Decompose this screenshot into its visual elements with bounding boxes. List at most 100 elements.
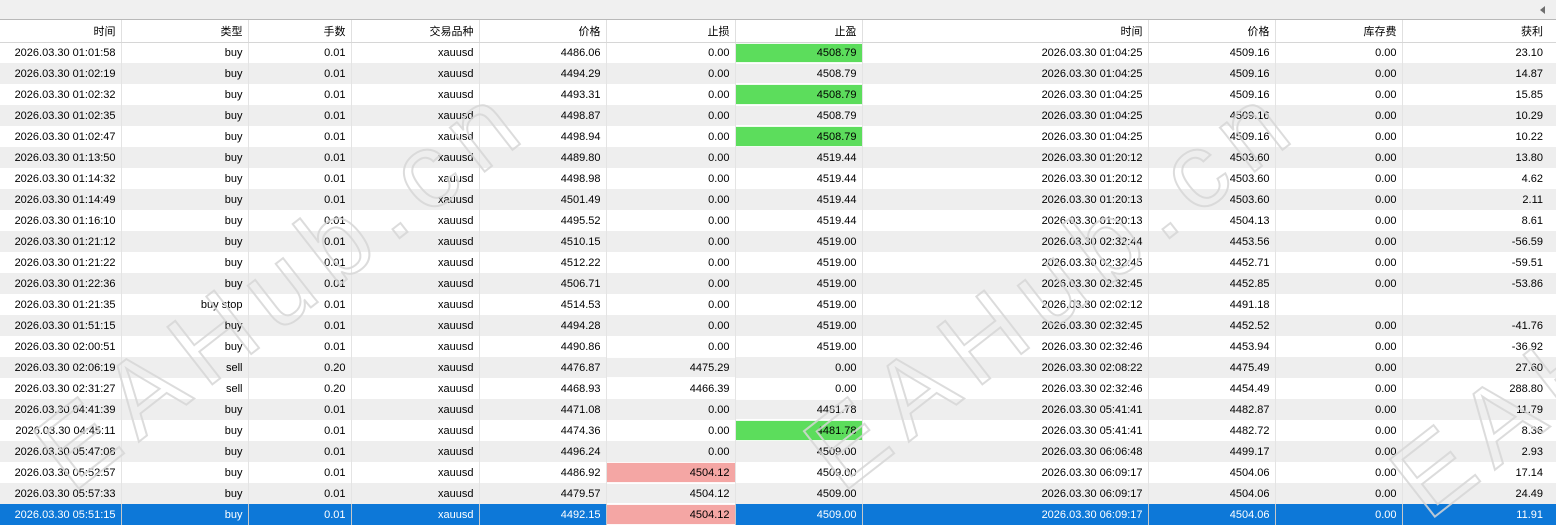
table-row[interactable]: 2026.03.30 02:00:51 buy 0.01 xauusd 4490.86 0… <box>0 336 1556 357</box>
column-header-close_time[interactable]: 时间 <box>862 20 1149 43</box>
cell-tp: 4509.00 <box>735 441 863 462</box>
table-row[interactable]: 2026.03.30 01:51:15 buy 0.01 xauusd 4494.28 0… <box>0 315 1556 336</box>
table-row[interactable]: 2026.03.30 01:02:47 buy 0.01 xauusd 4498.94 0… <box>0 126 1556 147</box>
cell-open_price: 4471.08 <box>479 399 607 420</box>
column-header-symbol[interactable]: 交易品种 <box>351 20 480 43</box>
cell-open_time: 2026.03.30 01:16:10 <box>0 210 122 231</box>
cell-symbol: xauusd <box>351 42 480 63</box>
column-header-close_price[interactable]: 价格 <box>1148 20 1276 43</box>
cell-lots: 0.20 <box>248 378 352 399</box>
cell-lots: 0.01 <box>248 441 352 462</box>
cell-close_time: 2026.03.30 06:09:17 <box>862 504 1149 525</box>
cell-open_time: 2026.03.30 05:52:57 <box>0 462 122 483</box>
cell-open_time: 2026.03.30 01:14:49 <box>0 189 122 210</box>
table-row[interactable]: 2026.03.30 01:16:10 buy 0.01 xauusd 4495.52 0… <box>0 210 1556 231</box>
cell-type: buy <box>121 336 249 357</box>
cell-type: buy <box>121 84 249 105</box>
cell-profit: -59.51 <box>1402 252 1556 273</box>
table-row[interactable]: 2026.03.30 01:22:36 buy 0.01 xauusd 4506.71 0… <box>0 273 1556 294</box>
cell-lots: 0.01 <box>248 126 352 147</box>
cell-symbol: xauusd <box>351 315 480 336</box>
cell-open_price: 4468.93 <box>479 378 607 399</box>
cell-sl: 0.00 <box>606 441 736 462</box>
cell-type: buy <box>121 210 249 231</box>
column-header-sl[interactable]: 止损 <box>606 20 736 43</box>
cell-profit: 17.14 <box>1402 462 1556 483</box>
table-row[interactable]: 2026.03.30 01:02:35 buy 0.01 xauusd 4498.87 0… <box>0 105 1556 126</box>
cell-sl: 0.00 <box>606 294 736 315</box>
cell-profit: 4.62 <box>1402 168 1556 189</box>
cell-lots: 0.01 <box>248 273 352 294</box>
cell-tp: 4519.00 <box>735 252 863 273</box>
table-row[interactable]: 2026.03.30 01:21:35 buy stop 0.01 xauusd 451… <box>0 294 1556 315</box>
cell-type: buy <box>121 399 249 420</box>
table-row[interactable]: 2026.03.30 01:21:12 buy 0.01 xauusd 4510.15 0… <box>0 231 1556 252</box>
cell-tp: 4519.00 <box>735 273 863 294</box>
cell-open_price: 4492.15 <box>479 504 607 525</box>
table-row[interactable]: 2026.03.30 01:14:49 buy 0.01 xauusd 4501.49 0… <box>0 189 1556 210</box>
cell-profit: 14.87 <box>1402 63 1556 84</box>
cell-swap: 0.00 <box>1275 378 1403 399</box>
cell-profit: -41.76 <box>1402 315 1556 336</box>
cell-open_time: 2026.03.30 02:06:19 <box>0 357 122 378</box>
table-row[interactable]: 2026.03.30 05:57:33 buy 0.01 xauusd 4479.57 4… <box>0 483 1556 504</box>
table-row[interactable]: 2026.03.30 04:41:39 buy 0.01 xauusd 4471.08 0… <box>0 399 1556 420</box>
cell-open_price: 4474.36 <box>479 420 607 441</box>
cell-close_time: 2026.03.30 01:20:13 <box>862 210 1149 231</box>
column-header-tp[interactable]: 止盈 <box>735 20 863 43</box>
cell-open_time: 2026.03.30 01:21:12 <box>0 231 122 252</box>
cell-open_price: 4510.15 <box>479 231 607 252</box>
table-row[interactable]: 2026.03.30 01:01:58 buy 0.01 xauusd 4486.06 0… <box>0 42 1556 63</box>
cell-close_price: 4453.56 <box>1148 231 1276 252</box>
cell-lots: 0.01 <box>248 315 352 336</box>
cell-close_price: 4454.49 <box>1148 378 1276 399</box>
table-row[interactable]: 2026.03.30 05:52:57 buy 0.01 xauusd 4486.92 4… <box>0 462 1556 483</box>
cell-swap: 0.00 <box>1275 63 1403 84</box>
column-header-open_time[interactable]: 时间 <box>0 20 122 43</box>
table-row[interactable]: 2026.03.30 01:21:22 buy 0.01 xauusd 4512.22 0… <box>0 252 1556 273</box>
cell-close_price: 4509.16 <box>1148 42 1276 63</box>
table-row[interactable]: 2026.03.30 05:51:15 buy 0.01 xauusd 4492.15 4… <box>0 504 1556 525</box>
table-row[interactable]: 2026.03.30 02:06:19 sell 0.20 xauusd 4476.87… <box>0 357 1556 378</box>
column-header-profit[interactable]: 获利 <box>1402 20 1556 43</box>
column-header-open_price[interactable]: 价格 <box>479 20 607 43</box>
cell-sl: 0.00 <box>606 126 736 147</box>
cell-tp: 4519.00 <box>735 231 863 252</box>
table-row[interactable]: 2026.03.30 04:45:11 buy 0.01 xauusd 4474.36 0… <box>0 420 1556 441</box>
cell-type: buy <box>121 252 249 273</box>
cell-open_price: 4490.86 <box>479 336 607 357</box>
cell-close_price: 4504.06 <box>1148 462 1276 483</box>
cell-swap: 0.00 <box>1275 504 1403 525</box>
cell-sl: 4466.39 <box>606 378 736 399</box>
table-row[interactable]: 2026.03.30 01:14:32 buy 0.01 xauusd 4498.98 0… <box>0 168 1556 189</box>
column-header-swap[interactable]: 库存费 <box>1275 20 1403 43</box>
cell-open_price: 4498.87 <box>479 105 607 126</box>
cell-close_time: 2026.03.30 02:02:12 <box>862 294 1149 315</box>
cell-tp: 4508.79 <box>735 63 863 84</box>
column-header-type[interactable]: 类型 <box>121 20 249 43</box>
cell-close_time: 2026.03.30 01:20:12 <box>862 147 1149 168</box>
cell-tp: 0.00 <box>735 378 863 399</box>
cell-lots: 0.01 <box>248 252 352 273</box>
cell-open_time: 2026.03.30 01:02:47 <box>0 126 122 147</box>
scroll-left-arrow-icon[interactable] <box>1540 6 1545 14</box>
column-header-lots[interactable]: 手数 <box>248 20 352 43</box>
table-row[interactable]: 2026.03.30 05:47:08 buy 0.01 xauusd 4496.24 0… <box>0 441 1556 462</box>
table-row[interactable]: 2026.03.30 01:13:50 buy 0.01 xauusd 4489.80 0… <box>0 147 1556 168</box>
table-row[interactable]: 2026.03.30 01:02:19 buy 0.01 xauusd 4494.29 0… <box>0 63 1556 84</box>
cell-swap: 0.00 <box>1275 315 1403 336</box>
cell-open_time: 2026.03.30 05:47:08 <box>0 441 122 462</box>
cell-close_time: 2026.03.30 01:04:25 <box>862 126 1149 147</box>
cell-open_price: 4494.29 <box>479 63 607 84</box>
cell-open_time: 2026.03.30 01:02:19 <box>0 63 122 84</box>
cell-tp: 4519.44 <box>735 147 863 168</box>
cell-swap: 0.00 <box>1275 252 1403 273</box>
cell-profit: 288.80 <box>1402 378 1556 399</box>
table-row[interactable]: 2026.03.30 02:31:27 sell 0.20 xauusd 4468.93… <box>0 378 1556 399</box>
table-row[interactable]: 2026.03.30 01:02:32 buy 0.01 xauusd 4493.31 0… <box>0 84 1556 105</box>
cell-open_price: 4512.22 <box>479 252 607 273</box>
cell-swap: 0.00 <box>1275 357 1403 378</box>
cell-sl: 0.00 <box>606 105 736 126</box>
cell-open_time: 2026.03.30 01:02:32 <box>0 84 122 105</box>
